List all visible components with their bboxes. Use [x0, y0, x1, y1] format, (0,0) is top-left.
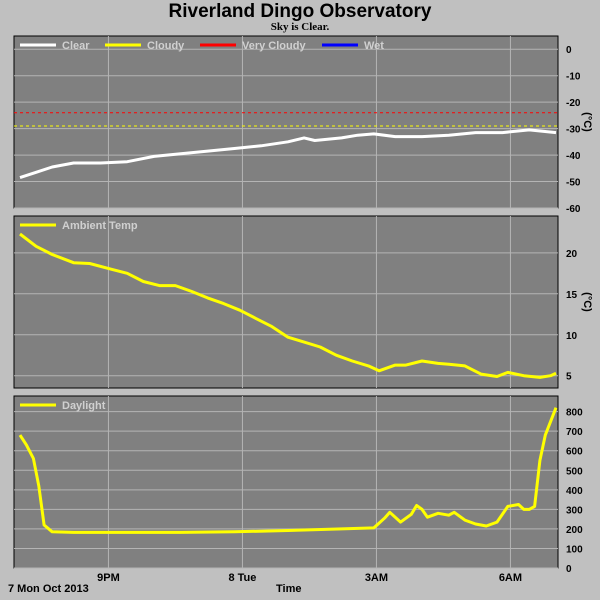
y-tick-label: -60	[566, 204, 581, 215]
y-tick-label: 100	[566, 544, 583, 555]
x-axis-title: Time	[276, 583, 302, 595]
legend-label-daylight: Daylight	[62, 400, 106, 412]
plot-panel-3	[13, 395, 559, 569]
legend-label-wet: Wet	[364, 40, 384, 52]
y-tick-label: -30	[566, 125, 581, 136]
y-tick-label: -40	[566, 151, 581, 162]
y-tick-label: 400	[566, 486, 583, 497]
x-tick-label: 9PM	[97, 572, 120, 584]
y-tick-label: 500	[566, 466, 583, 477]
y-tick-label: 0	[566, 564, 572, 575]
y-tick-label: -10	[566, 72, 581, 83]
x-tick-label: 8 Tue	[228, 572, 256, 584]
x-tick-label: 3AM	[365, 572, 388, 584]
sky-status: Sky is Clear.	[270, 21, 330, 33]
page-title: Riverland Dingo Observatory	[168, 1, 432, 22]
y-tick-label: 20	[566, 249, 578, 260]
y-tick-label: 300	[566, 505, 583, 516]
y-tick-label: 10	[566, 331, 578, 342]
y-tick-label: -50	[566, 178, 581, 189]
y-tick-label: 800	[566, 408, 583, 419]
start-date-label: 7 Mon Oct 2013	[8, 583, 89, 595]
y-axis-unit-label: (°C)	[581, 292, 593, 312]
plot-panel-1	[13, 35, 559, 209]
legend-label-ambient-temp: Ambient Temp	[62, 220, 138, 232]
plot-panel-2	[13, 215, 559, 389]
legend-label-cloudy: Cloudy	[147, 40, 185, 52]
y-axis-unit-label: (°C)	[581, 112, 593, 132]
y-tick-label: 200	[566, 525, 583, 536]
series-line-daylight	[18, 407, 558, 534]
x-tick-label: 6AM	[499, 572, 522, 584]
y-tick-label: 5	[566, 372, 572, 383]
y-tick-label: 600	[566, 447, 583, 458]
y-tick-label: 15	[566, 290, 578, 301]
legend-label-very-cloudy: Very Cloudy	[242, 40, 306, 52]
y-tick-label: 700	[566, 427, 583, 438]
y-tick-label: 0	[566, 45, 572, 56]
series-line-clear	[19, 128, 557, 180]
legend-label-clear: Clear	[62, 40, 90, 52]
y-tick-label: -20	[566, 98, 581, 109]
series-line-ambient-temp	[19, 232, 557, 379]
